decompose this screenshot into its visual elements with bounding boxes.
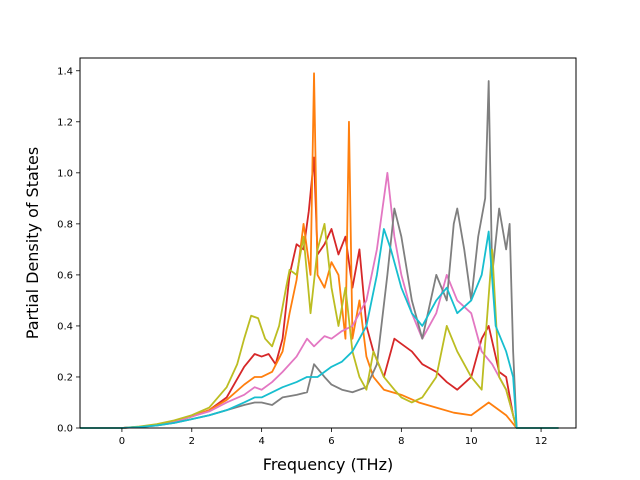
y-tick-label: 0.2 [57, 372, 73, 383]
x-tick-label: 4 [258, 436, 264, 447]
series-line-5 [80, 222, 559, 429]
y-tick-label: 0.4 [57, 321, 73, 332]
y-tick-label: 1.2 [57, 117, 73, 128]
x-tick-label: 12 [535, 436, 548, 447]
y-axis-label: Partial Density of States [23, 147, 42, 339]
series-line-1 [80, 156, 559, 429]
x-axis-ticks: 0 2 4 6 8 10 12 [119, 428, 548, 447]
x-tick-label: 0 [119, 436, 125, 447]
series-layer [80, 72, 559, 429]
y-tick-label: 0.8 [57, 219, 73, 230]
plot-frame [79, 57, 577, 429]
y-axis-ticks: 0.0 0.2 0.4 0.6 0.8 1.0 1.2 1.4 [57, 66, 80, 435]
series-line-2 [80, 72, 559, 429]
y-tick-label: 0.0 [57, 424, 73, 435]
y-tick-label: 1.4 [57, 66, 73, 77]
series-line-6 [80, 228, 559, 429]
x-tick-label: 10 [465, 436, 478, 447]
x-tick-label: 8 [398, 436, 404, 447]
x-tick-label: 6 [328, 436, 334, 447]
y-tick-label: 1.0 [57, 168, 73, 179]
x-axis-label: Frequency (THz) [263, 455, 393, 474]
y-tick-label: 0.6 [57, 270, 73, 281]
x-tick-label: 2 [189, 436, 195, 447]
series-line-3 [80, 171, 559, 429]
